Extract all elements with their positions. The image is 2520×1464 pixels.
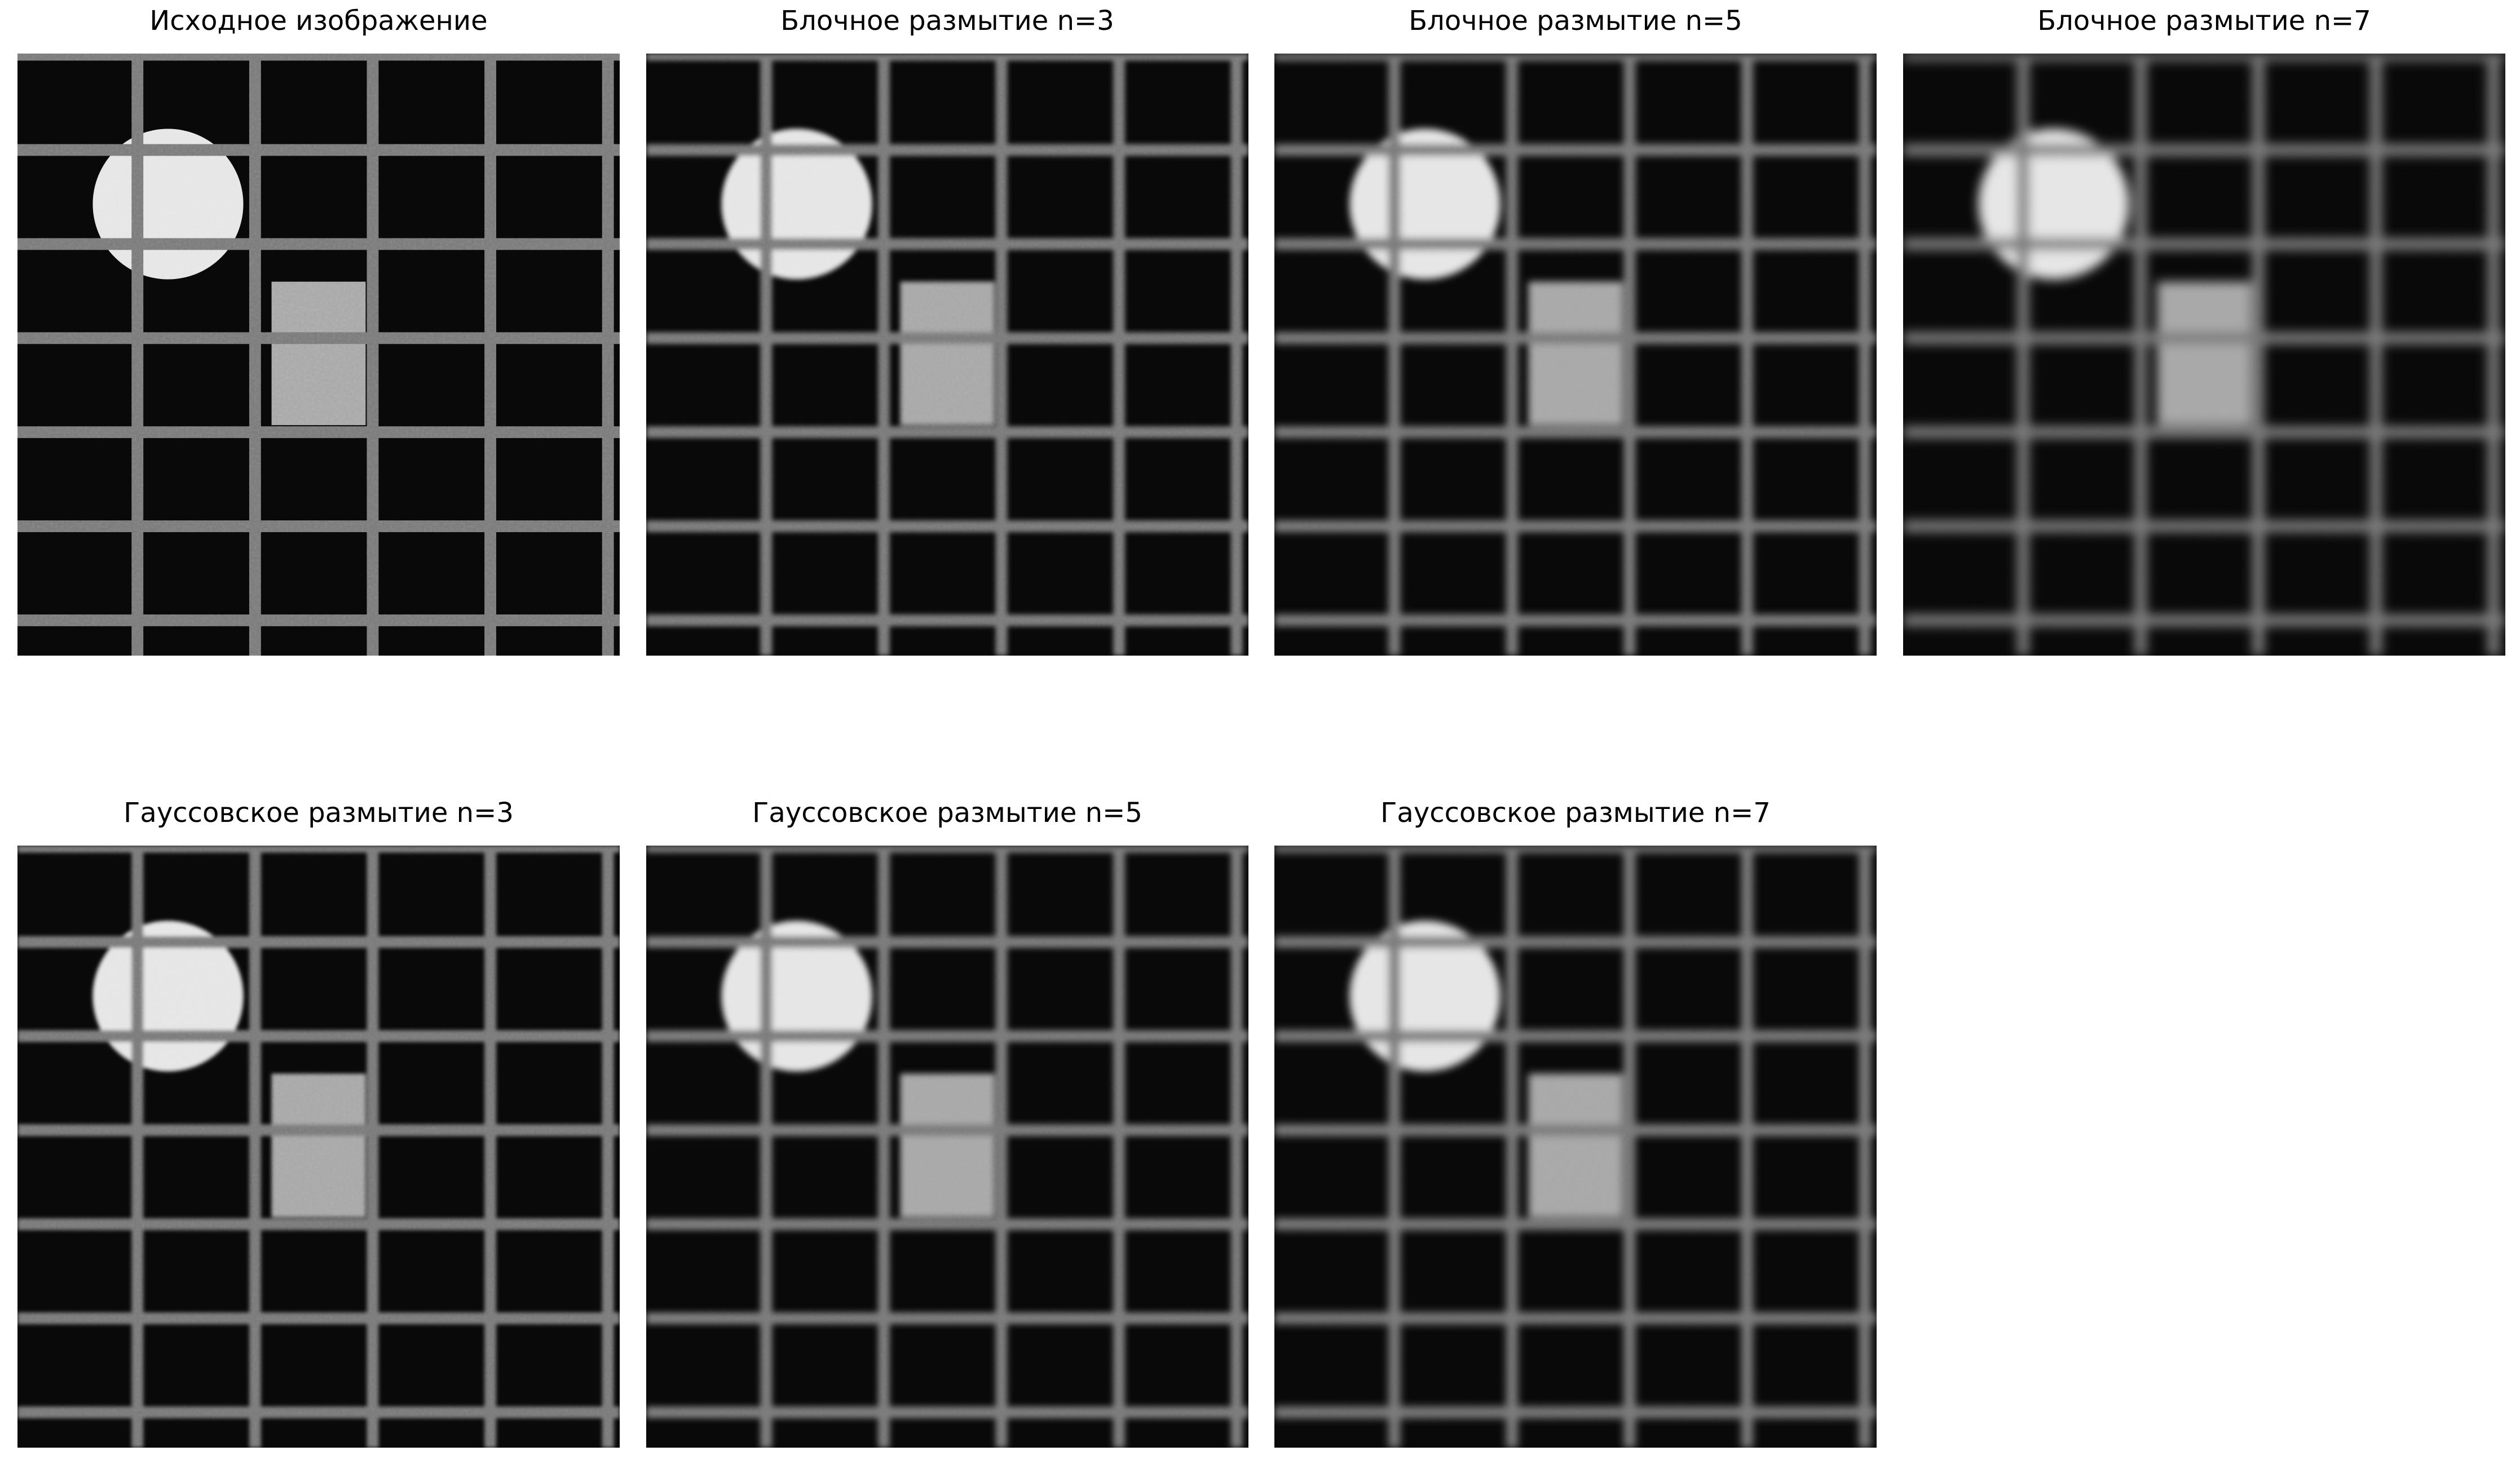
panel-title: Блочное размытие n=3	[780, 5, 1114, 37]
panel-title: Гауссовское размытие n=5	[752, 797, 1142, 829]
noise-overlay	[1274, 846, 1877, 1448]
noise-overlay	[1274, 54, 1877, 656]
panel-title: Гауссовское размытие n=7	[1380, 797, 1771, 829]
noise-overlay	[17, 54, 620, 656]
panel-image	[17, 54, 620, 656]
panel-title: Блочное размытие n=7	[2037, 5, 2371, 37]
panel-image	[646, 846, 1248, 1448]
panel-image	[1903, 54, 2505, 656]
panel-title: Исходное изображение	[149, 5, 488, 37]
panel-title: Гауссовское размытие n=3	[123, 797, 514, 829]
panel-title: Блочное размытие n=5	[1409, 5, 1742, 37]
noise-overlay	[646, 54, 1248, 656]
panel-image	[17, 846, 620, 1448]
noise-overlay	[17, 846, 620, 1448]
panel-image	[1274, 54, 1877, 656]
panel-image	[1274, 846, 1877, 1448]
noise-overlay	[1903, 54, 2505, 656]
noise-overlay	[646, 846, 1248, 1448]
panel-image	[646, 54, 1248, 656]
